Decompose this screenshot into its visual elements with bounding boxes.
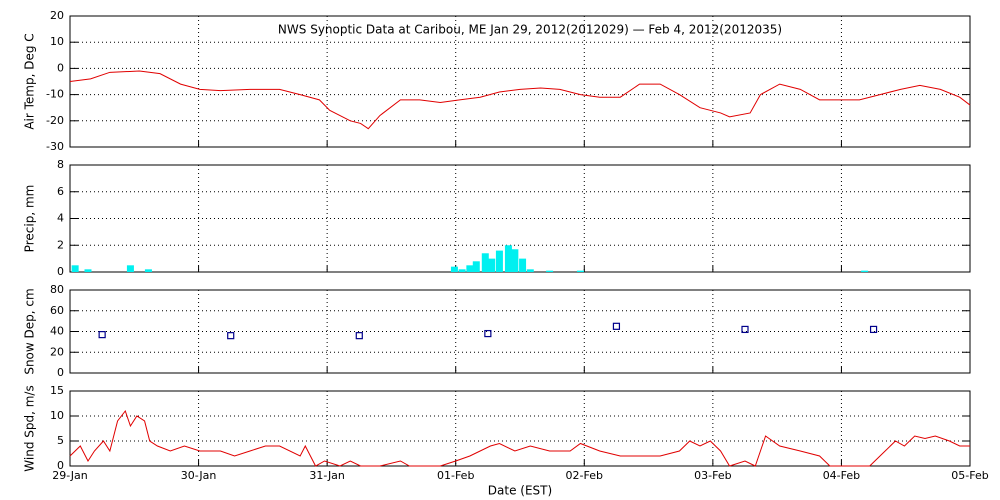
y-axis-label: Precip, mm	[23, 185, 37, 253]
bar	[466, 265, 474, 272]
y-tick-label: 0	[57, 265, 64, 278]
point	[227, 332, 235, 340]
x-tick-label: 04-Feb	[823, 469, 860, 482]
bar	[458, 269, 466, 272]
bar	[504, 245, 512, 272]
y-tick-label: 20	[50, 9, 64, 22]
y-tick-label: -10	[46, 88, 64, 101]
bar	[576, 270, 584, 272]
y-tick-label: 5	[57, 434, 64, 447]
y-tick-label: -30	[46, 140, 64, 153]
y-tick-label: 2	[57, 238, 64, 251]
x-tick-label: 29-Jan	[52, 469, 88, 482]
bar	[450, 266, 458, 272]
data-line	[69, 70, 971, 130]
point	[612, 322, 621, 330]
point	[869, 325, 878, 334]
y-tick-label: 10	[50, 35, 64, 48]
point	[98, 331, 106, 339]
point	[355, 332, 363, 340]
y-tick-label: 10	[50, 409, 64, 422]
bar	[546, 270, 554, 272]
y-tick-label: 40	[50, 325, 64, 338]
bar	[84, 269, 92, 272]
plot-frame	[69, 390, 971, 467]
bar	[126, 265, 134, 272]
y-tick-label: 8	[57, 158, 64, 171]
y-tick-label: 4	[57, 212, 64, 225]
chart-title: NWS Synoptic Data at Caribou, ME Jan 29,…	[278, 23, 782, 37]
x-axis-label: Date (EST)	[488, 484, 552, 498]
point	[741, 325, 749, 334]
x-tick-label: 30-Jan	[181, 469, 217, 482]
plot-frame	[69, 289, 971, 374]
x-tick-label: 05-Feb	[951, 469, 988, 482]
y-tick-label: 15	[50, 384, 64, 397]
bar	[472, 261, 480, 272]
x-tick-label: 01-Feb	[437, 469, 474, 482]
bar	[144, 269, 152, 272]
y-axis-label: Wind Spd, m/s	[23, 385, 37, 471]
bar	[526, 269, 534, 272]
y-axis-label: Air Temp, Deg C	[23, 33, 37, 129]
bar	[71, 265, 79, 272]
y-tick-label: 0	[57, 61, 64, 74]
y-tick-label: -20	[46, 114, 64, 127]
y-axis-label: Snow Dep, cm	[23, 288, 37, 374]
x-tick-label: 31-Jan	[309, 469, 345, 482]
bar	[488, 258, 496, 272]
bar	[481, 253, 489, 272]
y-tick-label: 20	[50, 345, 64, 358]
point	[484, 329, 492, 338]
x-tick-label: 02-Feb	[566, 469, 603, 482]
bar	[861, 270, 869, 272]
data-line	[69, 409, 970, 467]
y-tick-label: 60	[50, 304, 64, 317]
x-tick-label: 03-Feb	[694, 469, 731, 482]
y-tick-label: 6	[57, 185, 64, 198]
bar	[495, 250, 503, 272]
bar	[511, 249, 519, 272]
bar	[519, 258, 527, 272]
y-tick-label: 0	[57, 366, 64, 379]
y-tick-label: 0	[57, 459, 64, 472]
y-tick-label: 80	[50, 283, 64, 296]
